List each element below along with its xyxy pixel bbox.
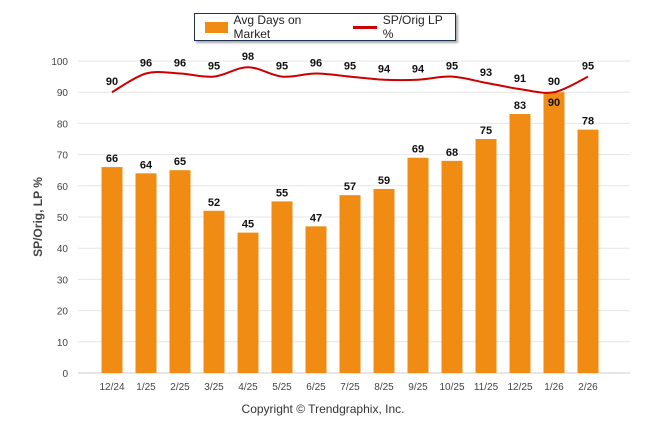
line-data-label: 96	[310, 57, 322, 69]
y-tick-label: 80	[57, 119, 69, 130]
y-tick-label: 10	[57, 338, 69, 349]
y-axis-title: SP/Orig, LP %	[31, 177, 45, 257]
x-tick-label: 1/25	[136, 382, 156, 393]
x-tick-label: 4/25	[238, 382, 258, 393]
bar	[305, 226, 327, 373]
y-tick-label: 20	[57, 307, 69, 318]
bar-data-label: 83	[514, 100, 526, 112]
x-tick-label: 8/25	[374, 382, 394, 393]
y-tick-label: 100	[51, 57, 68, 68]
x-tick-label: 2/25	[170, 382, 190, 393]
bar-data-label: 65	[174, 156, 186, 168]
legend: Avg Days on Market SP/Orig LP %	[194, 13, 456, 41]
bar-data-label: 55	[276, 187, 288, 199]
bar-data-label: 59	[378, 175, 390, 187]
x-tick-label: 6/25	[306, 382, 326, 393]
bar	[339, 195, 361, 373]
legend-swatch-bar	[205, 21, 228, 33]
bar-data-label: 47	[310, 212, 322, 224]
line-data-label: 96	[140, 57, 152, 69]
bar	[169, 170, 191, 373]
bar-data-label: 64	[140, 159, 153, 171]
x-tick-label: 7/25	[340, 382, 360, 393]
bar	[577, 129, 599, 373]
bar	[135, 173, 157, 373]
y-tick-label: 60	[57, 182, 69, 193]
bar	[373, 188, 395, 373]
line-data-label: 94	[412, 64, 425, 76]
y-tick-label: 50	[57, 213, 69, 224]
y-tick-label: 70	[57, 151, 69, 162]
bar	[203, 210, 225, 373]
bar	[543, 92, 565, 373]
bar-data-label: 52	[208, 197, 220, 209]
line-data-label: 96	[174, 57, 186, 69]
copyright: Copyright © Trendgraphix, Inc.	[241, 402, 405, 416]
bar-data-label: 78	[582, 116, 594, 128]
bar-data-label: 57	[344, 181, 356, 193]
bar	[407, 157, 429, 373]
x-tick-label: 1/26	[544, 382, 564, 393]
bar	[475, 139, 497, 373]
bar	[509, 114, 531, 373]
legend-label-bar: Avg Days on Market	[233, 13, 302, 41]
bar	[441, 160, 463, 373]
y-tick-label: 40	[57, 244, 69, 255]
x-tick-label: 10/25	[439, 382, 464, 393]
bar-data-label: 66	[106, 153, 118, 165]
line-series	[111, 66, 589, 94]
bar-data-label: 45	[242, 219, 254, 231]
x-tick-label: 12/25	[507, 382, 532, 393]
x-tick-label: 9/25	[408, 382, 428, 393]
y-tick-label: 30	[57, 275, 69, 286]
line-data-label: 95	[446, 61, 458, 73]
line-data-label: 93	[480, 67, 492, 79]
x-tick-label: 11/25	[474, 382, 499, 393]
x-tick-label: 3/25	[204, 382, 224, 393]
bar	[101, 167, 123, 373]
line-data-label: 98	[242, 51, 254, 63]
bar-data-label: 75	[480, 125, 492, 137]
x-tick-label: 5/25	[272, 382, 292, 393]
line-data-label: 95	[582, 61, 594, 73]
line-data-label: 95	[344, 61, 356, 73]
x-tick-label: 12/24	[99, 382, 124, 393]
bar	[237, 232, 259, 373]
line-data-label: 95	[208, 61, 220, 73]
bar	[271, 201, 293, 373]
line-data-label: 91	[514, 73, 526, 85]
line-data-label: 90	[548, 76, 560, 88]
x-tick-label: 2/26	[578, 382, 598, 393]
line-data-label: 94	[378, 64, 391, 76]
legend-swatch-line	[353, 25, 377, 29]
line-data-label: 95	[276, 61, 288, 73]
bar-data-label: 68	[446, 147, 458, 159]
bar-data-label: 90	[548, 97, 560, 109]
y-tick-label: 0	[62, 369, 68, 380]
line-data-label: 90	[106, 76, 118, 88]
legend-label-line: SP/Orig LP %	[382, 13, 443, 41]
y-tick-label: 90	[57, 88, 69, 99]
bar-data-label: 69	[412, 144, 424, 156]
